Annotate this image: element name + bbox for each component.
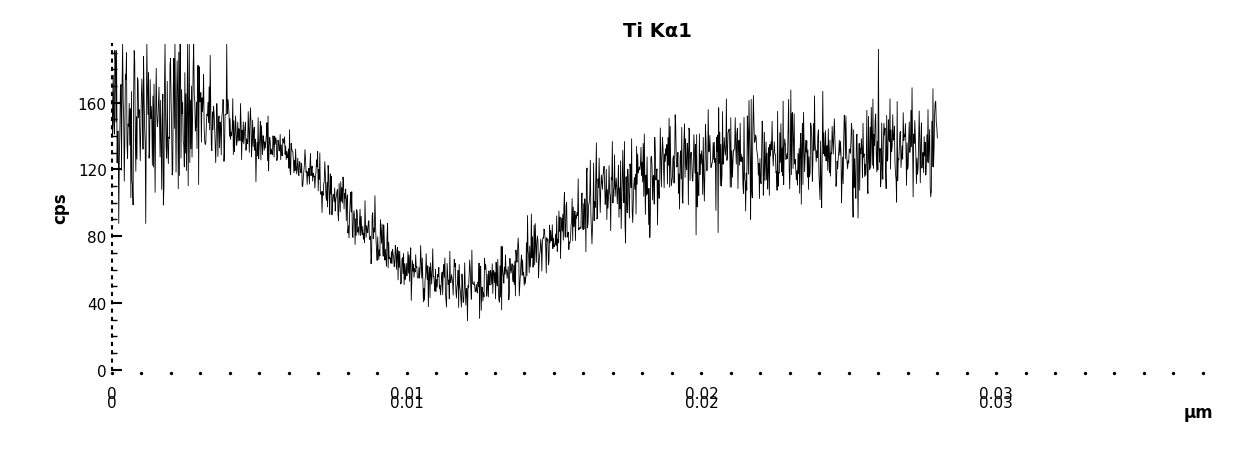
Text: 0.01: 0.01 bbox=[389, 395, 423, 410]
Point bbox=[515, 369, 534, 377]
Point bbox=[1075, 369, 1095, 377]
Point bbox=[397, 369, 417, 377]
Point bbox=[839, 369, 859, 377]
Point bbox=[102, 369, 122, 377]
Point bbox=[1045, 369, 1065, 377]
Text: 0: 0 bbox=[107, 395, 117, 410]
Point bbox=[662, 369, 682, 377]
Point bbox=[427, 369, 446, 377]
Point bbox=[190, 369, 210, 377]
Text: 0.03: 0.03 bbox=[980, 395, 1013, 410]
Point bbox=[957, 369, 977, 377]
Point bbox=[161, 369, 181, 377]
Point bbox=[928, 369, 947, 377]
Point bbox=[1016, 369, 1035, 377]
X-axis label: μm: μm bbox=[1184, 404, 1214, 421]
Point bbox=[868, 369, 888, 377]
Point bbox=[544, 369, 564, 377]
Y-axis label: cps: cps bbox=[51, 192, 69, 223]
Point bbox=[249, 369, 269, 377]
Point bbox=[337, 369, 357, 377]
Point bbox=[131, 369, 151, 377]
Point bbox=[455, 369, 475, 377]
Point bbox=[780, 369, 800, 377]
Point bbox=[810, 369, 830, 377]
Text: 0.02: 0.02 bbox=[684, 395, 718, 410]
Point bbox=[1163, 369, 1183, 377]
Point bbox=[308, 369, 327, 377]
Point bbox=[898, 369, 918, 377]
Point bbox=[485, 369, 505, 377]
Point bbox=[720, 369, 740, 377]
Point bbox=[1193, 369, 1213, 377]
Point bbox=[987, 369, 1007, 377]
Point bbox=[692, 369, 712, 377]
Point bbox=[1133, 369, 1153, 377]
Title: Ti Kα1: Ti Kα1 bbox=[622, 22, 692, 41]
Point bbox=[603, 369, 622, 377]
Point bbox=[632, 369, 652, 377]
Point bbox=[1105, 369, 1125, 377]
Point bbox=[219, 369, 239, 377]
Point bbox=[574, 369, 594, 377]
Point bbox=[367, 369, 387, 377]
Point bbox=[750, 369, 770, 377]
Point bbox=[279, 369, 299, 377]
